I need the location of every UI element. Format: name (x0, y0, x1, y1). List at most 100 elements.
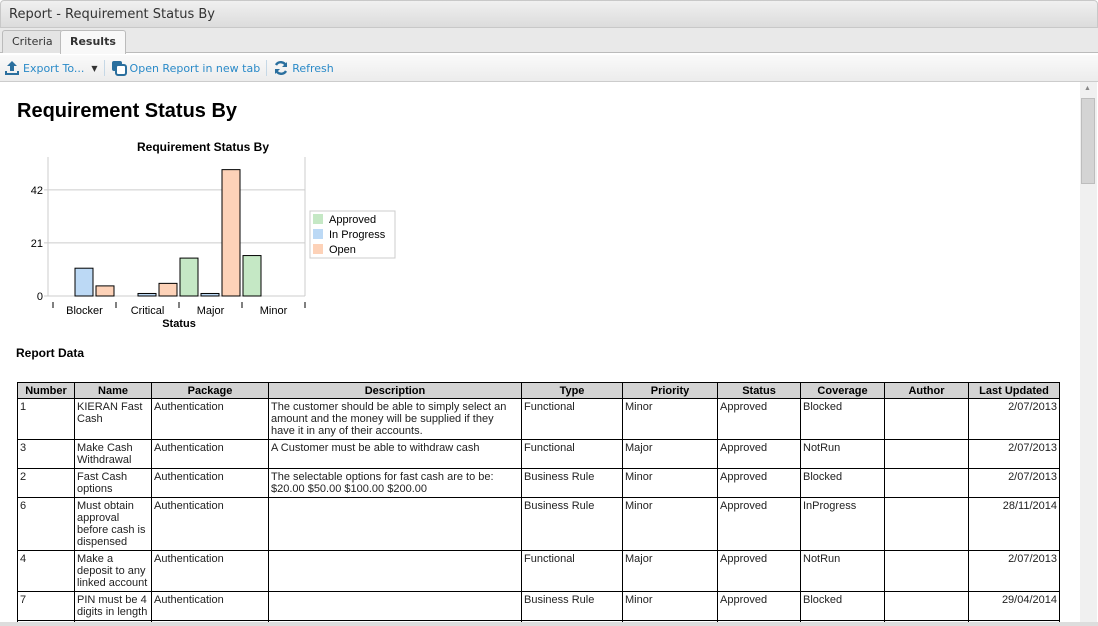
horizontal-scrollbar[interactable] (0, 622, 1098, 626)
legend (309, 210, 396, 259)
bar-in-progress (137, 292, 157, 297)
cell-author (884, 550, 969, 592)
table-row: 7 PIN must be 4 digits in length Authentic… (17, 591, 1060, 621)
cell-name: Must obtain approval before cash is disp… (74, 497, 152, 551)
scrollbar-thumb[interactable] (1081, 98, 1095, 184)
cell-priority: Minor (622, 398, 718, 440)
cell-description: The selectable options for fast cash are… (268, 468, 522, 498)
cell-last-updated: 29/04/2014 (968, 591, 1060, 621)
cell-last-updated: 2/07/2013 (968, 398, 1060, 440)
cell-author (884, 398, 969, 440)
cell-priority: Minor (622, 497, 718, 551)
cell (968, 620, 1060, 622)
cell-name: Make a deposit to any linked account (74, 550, 152, 592)
cell-description (268, 550, 522, 592)
cell-coverage: InProgress (800, 497, 885, 551)
y-tick-label: 0 (37, 291, 43, 303)
cell-priority: Minor (622, 468, 718, 498)
cell-status: Approved (717, 591, 801, 621)
cell-package: Authentication (151, 439, 269, 469)
cell-name: KIERAN Fast Cash (74, 398, 152, 440)
cell-type: Business Rule (521, 591, 623, 621)
vertical-scrollbar[interactable]: ▲ (1080, 82, 1097, 622)
report-title: Requirement Status By (17, 100, 238, 122)
refresh-icon (275, 61, 288, 75)
cell-last-updated: 2/07/2013 (968, 468, 1060, 498)
cell-number: 7 (17, 591, 75, 621)
column-header: Name (74, 382, 152, 399)
column-header: Coverage (800, 382, 885, 399)
tab-results[interactable]: Results (60, 30, 126, 54)
refresh-label: Refresh (292, 61, 334, 75)
export-button[interactable]: Export To... ▼ (4, 60, 98, 76)
cell-coverage: Blocked (800, 591, 885, 621)
cell-number: 3 (17, 439, 75, 469)
bar-in-progress (200, 292, 220, 297)
cell-status: Approved (717, 439, 801, 469)
open-report-new-tab-button[interactable]: Open Report in new tab (111, 60, 261, 76)
chart-title: Requirement Status By (137, 140, 269, 154)
x-axis-label: Status (162, 318, 196, 330)
cell-last-updated: 2/07/2013 (968, 439, 1060, 469)
cell-priority: Major (622, 439, 718, 469)
bar-open (158, 282, 178, 297)
table-row: 2 Fast Cash options Authentication The sele… (17, 468, 1060, 498)
bar-approved (179, 257, 199, 297)
new-tab-icon (111, 61, 127, 76)
legend-swatch (313, 244, 323, 254)
cell-number: 1 (17, 398, 75, 440)
refresh-button[interactable]: Refresh (273, 60, 334, 76)
y-tick-label: 42 (31, 185, 43, 197)
column-header: Type (521, 382, 623, 399)
legend-swatch (313, 229, 323, 239)
cell-author (884, 497, 969, 551)
cell-number: 2 (17, 468, 75, 498)
x-tick-label: Critical (131, 305, 165, 317)
open-report-label: Open Report in new tab (129, 61, 261, 75)
tab-criteria[interactable]: Criteria (2, 30, 63, 53)
column-header: Number (17, 382, 75, 399)
table-row: 3 Make Cash Withdrawal Authentication A Cus… (17, 439, 1060, 469)
cell-type: Functional (521, 550, 623, 592)
cell-status: Approved (717, 468, 801, 498)
cell-package: Authentication (151, 398, 269, 440)
divider (266, 60, 268, 76)
cell-package: Authentication (151, 497, 269, 551)
cell-description (268, 591, 522, 621)
x-tick-label: Major (197, 305, 225, 317)
cell-number: 4 (17, 550, 75, 592)
dropdown-arrow-icon[interactable]: ▼ (91, 63, 98, 73)
cell-description: A Customer must be able to withdraw cash (268, 439, 522, 469)
table-row: 6 Must obtain approval before cash is dis… (17, 497, 1060, 551)
tab-bar: Criteria Results (0, 28, 1098, 54)
cell-priority: Major (622, 550, 718, 592)
export-label: Export To... (23, 61, 85, 75)
cell-description: The customer should be able to simply se… (268, 398, 522, 440)
window-title-bar: Report - Requirement Status By (0, 0, 1098, 28)
legend-swatch (313, 214, 323, 224)
toolbar: Export To... ▼ Open Report in new tab Re… (0, 55, 1098, 82)
table-row: 4 Make a deposit to any linked account Aut… (17, 550, 1060, 592)
status-bar-chart: Requirement Status By 0 21 42 Blocker Critic… (31, 140, 396, 330)
report-content: Requirement Status By Requirement Status… (0, 82, 1080, 622)
report-data-table: Number Name Package Description Type Priority… (17, 382, 1060, 622)
bar-open (95, 285, 115, 297)
cell-status: Approved (717, 497, 801, 551)
cell-type: Business Rule (521, 468, 623, 498)
scroll-up-arrow-icon[interactable]: ▲ (1084, 85, 1091, 92)
cell-description (268, 497, 522, 551)
cell-last-updated: 28/11/2014 (968, 497, 1060, 551)
cell-status: Approved (717, 550, 801, 592)
column-header: Last Updated (968, 382, 1060, 399)
cell-type: Functional (521, 439, 623, 469)
divider (103, 60, 105, 76)
cell-package: Authentication (151, 468, 269, 498)
y-tick-label: 21 (31, 238, 43, 250)
report-data-heading: Report Data (16, 346, 85, 360)
table-row: 1 KIERAN Fast Cash Authentication The custo… (17, 398, 1060, 440)
cell-priority: Minor (622, 591, 718, 621)
x-tick-label: Minor (260, 305, 288, 317)
column-header: Priority (622, 382, 718, 399)
cell-author (884, 439, 969, 469)
cell-number: 6 (17, 497, 75, 551)
